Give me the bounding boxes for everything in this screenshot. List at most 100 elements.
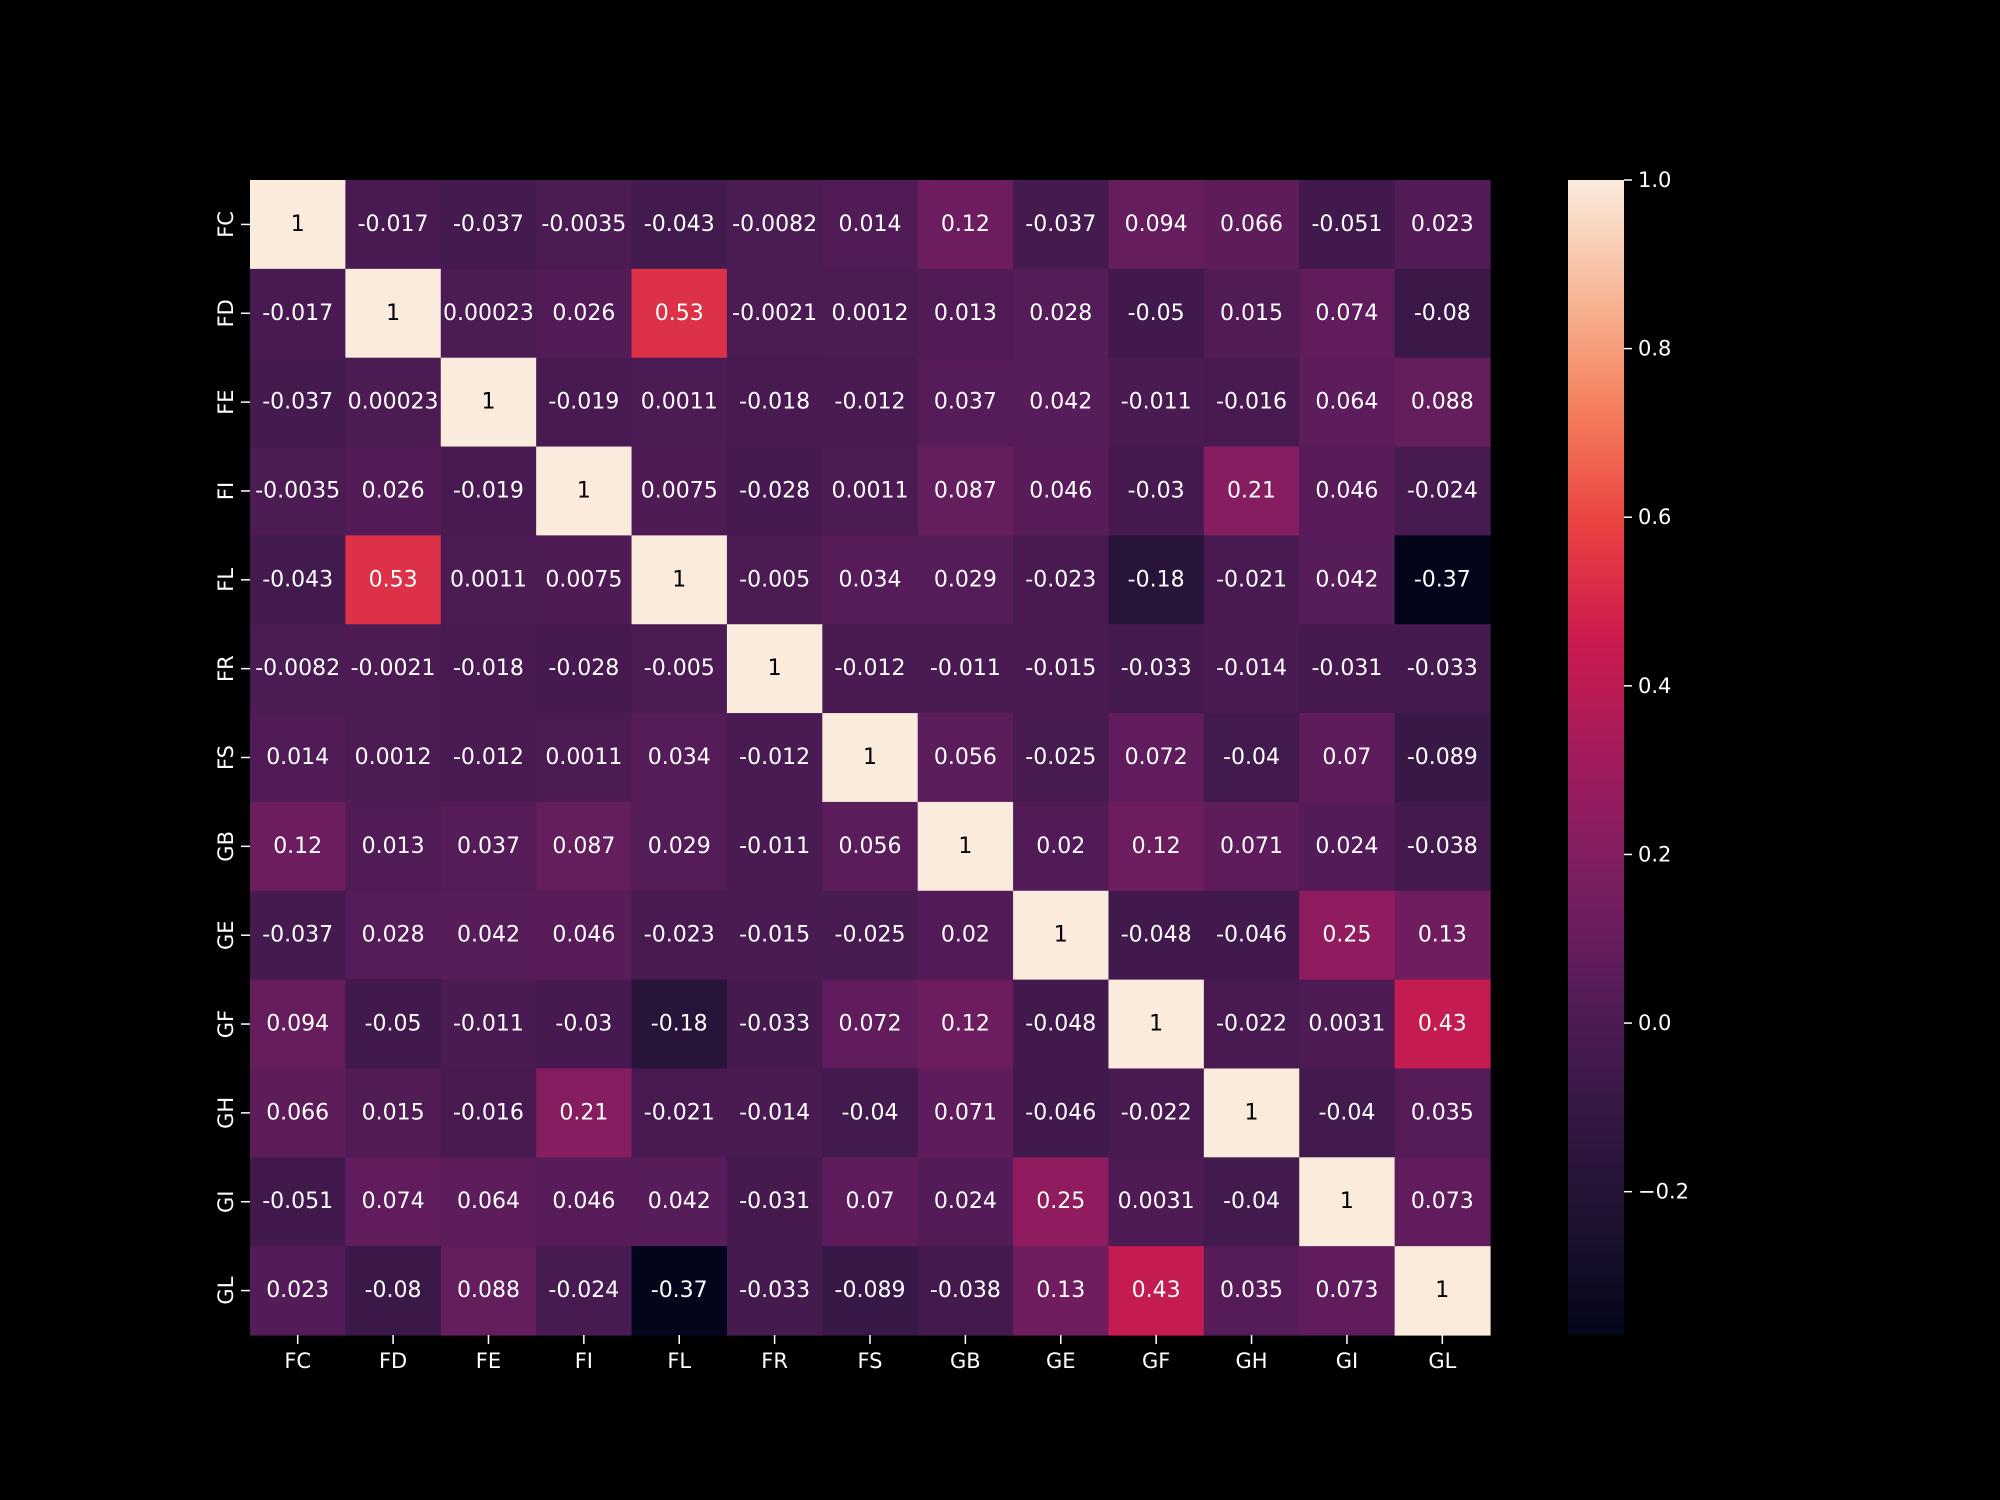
- heatmap-cell: [345, 890, 442, 981]
- colorbar: 1.0 0.8 0.6 0.4 0.2 0.0 −0.2: [1568, 168, 1689, 1335]
- heatmap-cell: [1108, 180, 1205, 270]
- heatmap-cell: [1394, 713, 1491, 803]
- heatmap-cell: [917, 1157, 1014, 1247]
- cell-value-label: 0.014: [266, 745, 329, 770]
- cell-value-label: -0.043: [262, 567, 333, 592]
- cell-value-label: 0.25: [1322, 923, 1371, 948]
- heatmap-cell: [822, 535, 919, 625]
- cell-value-label: 0.12: [1132, 834, 1181, 859]
- heatmap-cell: [1108, 446, 1205, 536]
- cell-value-label: -0.014: [1216, 656, 1287, 681]
- cell-value-label: -0.015: [739, 923, 810, 948]
- heatmap-cell: [345, 180, 442, 270]
- heatmap-cell: [250, 1246, 346, 1336]
- heatmap-cell: [631, 1246, 728, 1336]
- heatmap-cell: [822, 268, 919, 359]
- cell-value-label: 0.02: [941, 923, 990, 948]
- cell-value-label: -0.0021: [351, 656, 436, 681]
- heatmap-cell: [250, 624, 346, 714]
- cell-value-label: -0.011: [453, 1012, 524, 1037]
- x-tick-label: FI: [575, 1349, 593, 1373]
- cell-value-label: -0.005: [739, 567, 810, 592]
- heatmap-cell: [917, 1068, 1014, 1158]
- cell-value-label: -0.04: [1318, 1100, 1375, 1125]
- heatmap-cell: [536, 446, 633, 536]
- cell-value-label: -0.025: [1025, 745, 1096, 770]
- cell-value-label: 0.0011: [641, 390, 718, 415]
- cell-value-label: 0.071: [934, 1100, 997, 1125]
- cell-value-label: 0.12: [941, 212, 990, 237]
- heatmap-cell: [1108, 1157, 1205, 1247]
- cell-value-label: 0.0075: [545, 567, 622, 592]
- cell-value-label: 1: [672, 567, 686, 592]
- cell-value-label: 1: [1149, 1012, 1163, 1037]
- heatmap-cell: [1394, 446, 1491, 536]
- heatmap-cell: [726, 268, 823, 359]
- cell-value-label: -0.022: [1121, 1100, 1192, 1125]
- cell-value-label: -0.028: [548, 656, 619, 681]
- heatmap-cell: [822, 713, 919, 803]
- heatmap-cell: [1203, 713, 1300, 803]
- heatmap-cell: [1013, 268, 1110, 359]
- cell-value-label: -0.016: [1216, 390, 1287, 415]
- cell-value-label: -0.024: [548, 1278, 619, 1303]
- heatmap-cell: [536, 1157, 633, 1247]
- heatmap-cell: [1108, 713, 1205, 803]
- cell-value-label: -0.023: [644, 923, 715, 948]
- cell-value-label: 0.064: [1315, 390, 1378, 415]
- heatmap-cell: [631, 180, 728, 270]
- heatmap-cell: [345, 268, 442, 359]
- cell-value-label: -0.012: [835, 390, 906, 415]
- heatmap-cell: [440, 180, 537, 270]
- heatmap-cell: [1203, 624, 1300, 714]
- cell-value-label: -0.37: [651, 1278, 708, 1303]
- heatmap-cell: [1394, 268, 1491, 359]
- heatmap-cell: [1013, 624, 1110, 714]
- heatmap-cell: [917, 979, 1014, 1070]
- cell-value-label: -0.023: [1025, 567, 1096, 592]
- cell-value-label: -0.048: [1025, 1012, 1096, 1037]
- cell-value-label: -0.017: [262, 301, 333, 326]
- heatmap-cell: [536, 1246, 633, 1336]
- heatmap-cell: [1108, 1068, 1205, 1158]
- cell-value-label: 0.023: [1411, 212, 1474, 237]
- heatmap-cell: [440, 268, 537, 359]
- heatmap-cell: [1013, 713, 1110, 803]
- cell-value-label: -0.08: [1414, 301, 1471, 326]
- cell-value-label: -0.015: [1025, 656, 1096, 681]
- cell-value-label: -0.18: [651, 1012, 708, 1037]
- cell-value-label: -0.018: [453, 656, 524, 681]
- cell-value-label: 0.0011: [545, 745, 622, 770]
- heatmap-cell: [917, 801, 1014, 892]
- colorbar-tick-label: 1.0: [1638, 168, 1671, 192]
- heatmap-cell: [536, 890, 633, 981]
- heatmap-cell: [1013, 1068, 1110, 1158]
- heatmap-cell: [1203, 979, 1300, 1070]
- cell-value-label: -0.04: [842, 1100, 899, 1125]
- heatmap-cell: [250, 890, 346, 981]
- heatmap-cell: [726, 357, 823, 448]
- heatmap-cell: [345, 624, 442, 714]
- cell-value-label: 1: [958, 834, 972, 859]
- heatmap-cell: [631, 801, 728, 892]
- cell-value-label: 1: [1435, 1278, 1449, 1303]
- y-tick-label: FL: [214, 568, 238, 592]
- x-tick-label: GB: [950, 1349, 981, 1373]
- heatmap-cell: [917, 268, 1014, 359]
- heatmap-cell: [1013, 1246, 1110, 1336]
- heatmap-cell: [1299, 801, 1396, 892]
- heatmap-cell: [250, 180, 346, 270]
- cell-value-label: 0.00023: [348, 390, 439, 415]
- heatmap-cell: [726, 801, 823, 892]
- heatmap-cell: [536, 535, 633, 625]
- cell-value-label: 0.13: [1036, 1278, 1085, 1303]
- heatmap-cell: [440, 979, 537, 1070]
- cell-value-label: 0.21: [1227, 478, 1276, 503]
- cell-value-label: -0.033: [739, 1278, 810, 1303]
- cell-value-label: 1: [577, 478, 591, 503]
- heatmap-cell: [1108, 357, 1205, 448]
- heatmap-cell: [631, 713, 728, 803]
- cell-value-label: -0.05: [1128, 301, 1185, 326]
- cell-value-label: 0.072: [839, 1012, 902, 1037]
- heatmap-cell: [250, 979, 346, 1070]
